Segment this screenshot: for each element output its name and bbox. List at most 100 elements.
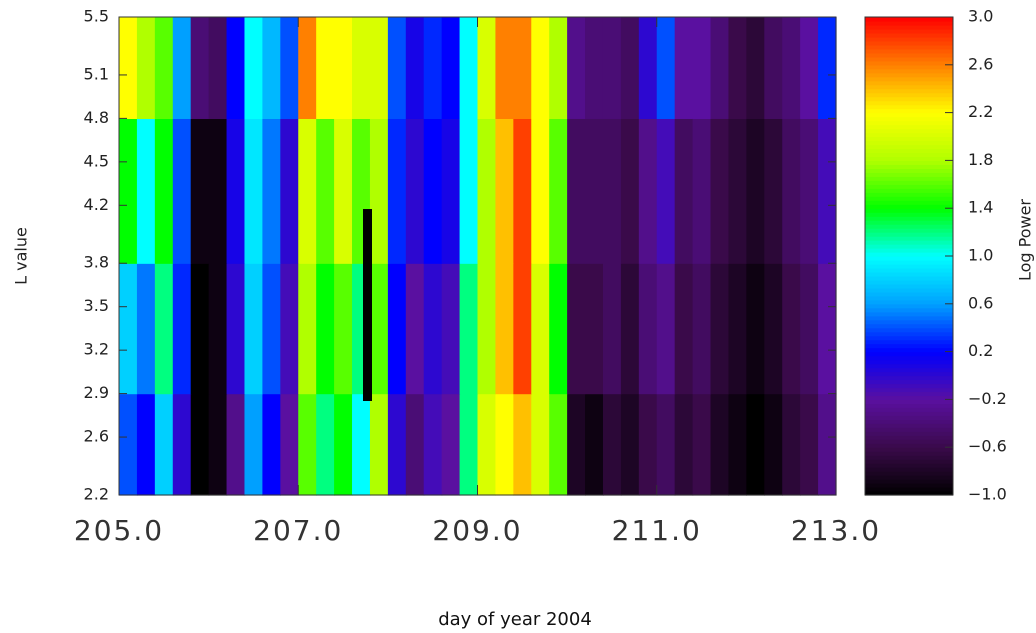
colorbar-strip xyxy=(865,52,953,58)
colorbar-strip xyxy=(865,491,953,496)
colorbar-tick-label: −0.2 xyxy=(968,389,1007,408)
colorbar-strip xyxy=(865,375,953,381)
colorbar-strip xyxy=(865,395,953,400)
colorbar-tick-label: 0.6 xyxy=(968,293,993,312)
colorbar-strip xyxy=(865,383,953,389)
heat-cell xyxy=(710,393,730,496)
heat-cell xyxy=(495,393,514,496)
heat-cell xyxy=(674,263,694,395)
heat-cell xyxy=(154,263,174,395)
colorbar-strip xyxy=(865,455,953,460)
heat-cell xyxy=(477,393,497,496)
heat-cell xyxy=(782,17,801,119)
heat-cell xyxy=(136,263,156,395)
heat-cell xyxy=(477,263,497,395)
heat-cell xyxy=(656,393,676,496)
heat-cell xyxy=(405,263,425,395)
heat-cell xyxy=(585,263,604,395)
colorbar-strip xyxy=(865,287,953,293)
colorbar-strip xyxy=(865,411,953,416)
heat-cell xyxy=(549,393,568,496)
heat-cell xyxy=(369,17,389,119)
colorbar-strip xyxy=(865,156,953,161)
heat-cell xyxy=(710,263,730,395)
colorbar-strip xyxy=(865,212,953,217)
colorbar-strip xyxy=(865,379,953,385)
heat-cell xyxy=(208,263,228,395)
heat-cell xyxy=(692,263,712,395)
y-tick-label: 5.1 xyxy=(84,64,109,83)
heat-cell xyxy=(405,393,425,496)
heat-cell xyxy=(172,393,192,496)
colorbar-strip xyxy=(865,271,953,277)
colorbar-strip xyxy=(865,483,953,488)
colorbar-tick-label: 1.0 xyxy=(968,246,993,265)
heat-cell xyxy=(136,393,156,496)
heat-cell xyxy=(316,263,335,395)
heat-cell xyxy=(602,263,622,395)
colorbar-strip xyxy=(865,283,953,289)
heat-cell xyxy=(513,118,532,264)
colorbar-strip xyxy=(865,64,953,70)
heat-cell xyxy=(119,393,138,496)
heat-cell xyxy=(477,118,497,264)
heat-cell xyxy=(208,17,228,119)
heat-cell xyxy=(818,263,837,395)
heat-cell xyxy=(441,17,461,119)
heat-cell xyxy=(154,17,174,119)
heat-cell xyxy=(459,263,479,395)
colorbar-tick-label: −0.6 xyxy=(968,437,1007,456)
heat-cell xyxy=(656,118,676,264)
colorbar-strip xyxy=(865,228,953,233)
heat-cell xyxy=(334,118,353,264)
heat-cell xyxy=(692,118,712,264)
heat-cell xyxy=(513,17,532,119)
heat-cell xyxy=(244,263,263,395)
heat-cell xyxy=(441,263,461,395)
heat-cell xyxy=(692,393,712,496)
colorbar-strip xyxy=(865,112,953,118)
heat-cell xyxy=(495,263,514,395)
heat-cell xyxy=(800,263,819,395)
heat-cell xyxy=(226,393,246,496)
colorbar-strip xyxy=(865,339,953,345)
heat-cell xyxy=(244,118,263,264)
colorbar-strip xyxy=(865,363,953,369)
heat-cell xyxy=(119,263,138,395)
colorbar-strip xyxy=(865,415,953,420)
heat-cell xyxy=(728,393,747,496)
colorbar-strip xyxy=(865,335,953,341)
heat-cell xyxy=(531,118,550,264)
colorbar-strip xyxy=(865,275,953,281)
heat-cell xyxy=(262,118,281,264)
colorbar-strip xyxy=(865,100,953,106)
heat-cell xyxy=(280,17,299,119)
heat-cell xyxy=(818,393,837,496)
y-tick-label: 3.5 xyxy=(84,296,109,315)
colorbar-strip xyxy=(865,419,953,424)
colorbar-strip xyxy=(865,140,953,146)
heat-cell xyxy=(818,118,837,264)
colorbar-strip xyxy=(865,72,953,78)
heat-cell xyxy=(549,118,568,264)
heat-cell xyxy=(782,118,801,264)
heat-cell xyxy=(387,263,407,395)
heat-cell xyxy=(746,118,765,264)
colorbar-strip xyxy=(865,28,953,34)
heat-cell xyxy=(531,17,550,119)
heat-cell xyxy=(764,118,783,264)
colorbar-strip xyxy=(865,176,953,181)
colorbar-strip xyxy=(865,192,953,197)
colorbar-strip xyxy=(865,124,953,130)
colorbar-strip xyxy=(865,232,953,237)
colorbar-strip xyxy=(865,172,953,177)
heat-cell xyxy=(441,118,461,264)
y-tick-label: 3.2 xyxy=(84,340,109,359)
heat-cell xyxy=(567,393,586,496)
heat-cell xyxy=(477,17,497,119)
colorbar-strip xyxy=(865,248,953,253)
colorbar-strip xyxy=(865,128,953,134)
heat-cell xyxy=(513,393,532,496)
colorbar-strip xyxy=(865,136,953,142)
colorbar-strip xyxy=(865,208,953,213)
